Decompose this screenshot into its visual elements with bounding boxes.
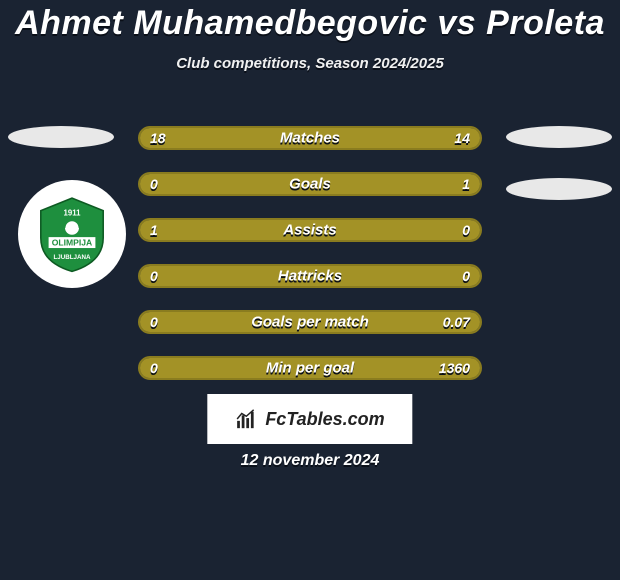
snapshot-date: 12 november 2024 [0,452,620,470]
stat-bar-fill-right [330,128,480,148]
stat-bar: 0Min per goal1360 [138,356,482,380]
stat-bar: 0Goals per match0.07 [138,310,482,334]
bar-chart-icon [235,408,257,430]
club-logo-placeholder-right [506,178,612,200]
stat-bar-fill-left [140,174,201,194]
player-photo-placeholder-right [506,126,612,148]
logo-year: 1911 [64,208,82,217]
stat-bar-fill-left [140,312,480,332]
brand-text: FcTables.com [265,409,384,430]
stat-bar: 18Matches14 [138,126,482,150]
stat-bar-fill-left [140,220,480,240]
page-title: Ahmet Muhamedbegovic vs Proleta [0,4,620,43]
stat-bar-fill-left [140,266,480,286]
stat-bar-fill-right [201,174,480,194]
comparison-chart: 18Matches14 0Goals1 1Assists0 0Hattricks0 0G… [138,126,482,402]
logo-team: OLIMPIJA [52,238,93,248]
logo-city: LJUBLJANA [53,254,91,261]
olimpija-shield-icon: 1911 OLIMPIJA LJUBLJANA [33,195,111,273]
stat-bar-fill-left [140,128,330,148]
player-photo-placeholder-left [8,126,114,148]
subtitle: Club competitions, Season 2024/2025 [0,55,620,72]
stat-bar: 1Assists0 [138,218,482,242]
stat-bar-fill-left [140,358,480,378]
stat-bar: 0Hattricks0 [138,264,482,288]
stat-bar: 0Goals1 [138,172,482,196]
club-logo-left: 1911 OLIMPIJA LJUBLJANA [18,180,126,288]
brand-attribution: FcTables.com [207,394,412,444]
